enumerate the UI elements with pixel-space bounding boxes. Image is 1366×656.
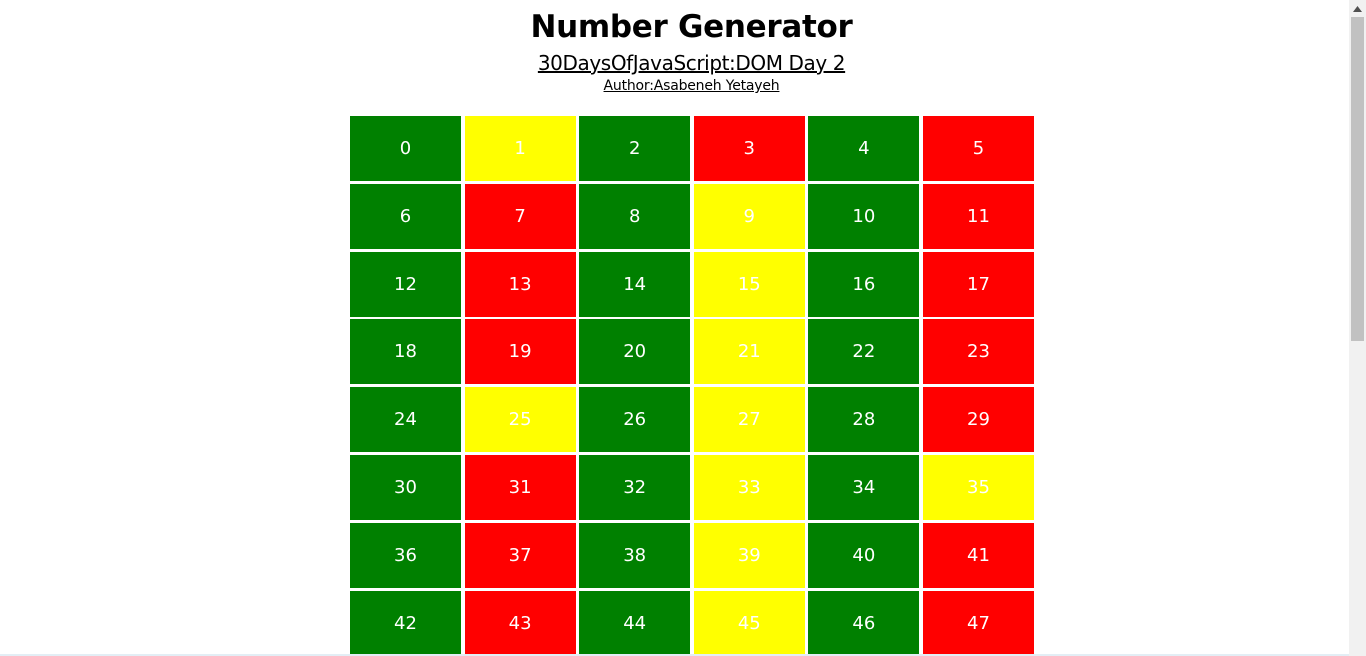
number-cell: 30: [350, 454, 461, 520]
number-cell: 17: [922, 251, 1034, 317]
chevron-up-icon: [1353, 5, 1362, 12]
number-cell: 28: [808, 387, 920, 453]
number-cell: 19: [464, 319, 576, 385]
number-cell: 27: [693, 387, 805, 453]
number-cell: 47: [922, 590, 1034, 656]
number-cell: 22: [808, 319, 920, 385]
number-cell: 42: [350, 590, 461, 656]
vertical-scrollbar[interactable]: [1349, 0, 1366, 656]
number-cell: 5: [922, 116, 1034, 181]
number-cell: 2: [579, 116, 691, 181]
number-cell: 14: [579, 251, 691, 317]
number-cell: 6: [350, 183, 461, 249]
number-cell: 1: [464, 116, 576, 181]
number-cell: 8: [579, 183, 691, 249]
number-cell: 36: [350, 522, 461, 588]
number-cell: 35: [922, 454, 1034, 520]
number-cell: 29: [922, 387, 1034, 453]
number-cell: 34: [808, 454, 920, 520]
number-cell: 23: [922, 319, 1034, 385]
number-cell: 39: [693, 522, 805, 588]
number-cell: 7: [464, 183, 576, 249]
number-cell: 31: [464, 454, 576, 520]
number-cell: 21: [693, 319, 805, 385]
author-link[interactable]: Author:Asabeneh Yetayeh: [603, 78, 780, 94]
number-cell: 38: [579, 522, 691, 588]
number-cell: 45: [693, 590, 805, 656]
number-cell: 24: [350, 387, 461, 453]
number-cell: 43: [464, 590, 576, 656]
number-cell: 26: [579, 387, 691, 453]
number-cell: 15: [693, 251, 805, 317]
scrollbar-thumb[interactable]: [1351, 17, 1364, 341]
number-cell: 12: [350, 251, 461, 317]
page-title: Number Generator: [530, 9, 853, 45]
number-cell: 13: [464, 251, 576, 317]
subtitle-link[interactable]: 30DaysOfJavaScript:DOM Day 2: [537, 51, 846, 75]
number-cell: 32: [579, 454, 691, 520]
number-cell: 11: [922, 183, 1034, 249]
number-grid: 0 1 2 3 4 5 6 7 8 9 10 11 12 13 14 15 16 17 18 19 20 21 22 23 24…: [350, 116, 1034, 656]
number-cell: 40: [808, 522, 920, 588]
number-cell: 41: [922, 522, 1034, 588]
number-cell: 18: [350, 319, 461, 385]
number-cell: 9: [693, 183, 805, 249]
number-cell: 16: [808, 251, 920, 317]
bottom-divider: [0, 654, 1349, 656]
number-cell: 44: [579, 590, 691, 656]
number-cell: 33: [693, 454, 805, 520]
number-cell: 46: [808, 590, 920, 656]
number-cell: 25: [464, 387, 576, 453]
number-cell: 10: [808, 183, 920, 249]
number-cell: 3: [693, 116, 805, 181]
number-cell: 37: [464, 522, 576, 588]
scroll-up-button[interactable]: [1349, 0, 1366, 17]
number-cell: 0: [350, 116, 461, 181]
number-cell: 20: [579, 319, 691, 385]
number-cell: 4: [808, 116, 920, 181]
